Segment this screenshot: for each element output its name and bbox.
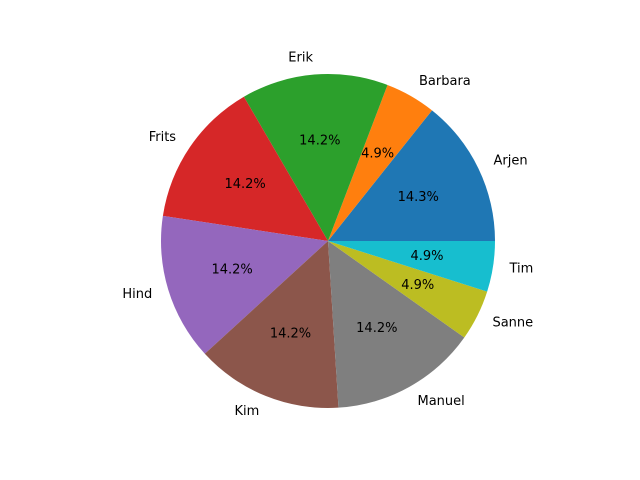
slice-percent-manuel: 14.2%	[356, 321, 397, 336]
slice-percent-sanne: 4.9%	[401, 278, 434, 293]
slice-label-frits: Frits	[149, 130, 177, 145]
slice-label-tim: Tim	[509, 262, 534, 277]
pie-slice-tim	[328, 241, 495, 292]
slice-percent-tim: 4.9%	[410, 249, 443, 264]
slice-label-manuel: Manuel	[418, 394, 465, 409]
pie-slice-erik	[243, 74, 388, 242]
slice-percent-barbara: 4.9%	[361, 146, 394, 161]
slice-label-arjen: Arjen	[493, 154, 527, 169]
pie-slice-hind	[161, 215, 328, 354]
pie-slice-arjen	[328, 110, 495, 242]
slice-label-hind: Hind	[122, 287, 152, 302]
slice-percent-hind: 14.2%	[211, 263, 252, 278]
slice-label-barbara: Barbara	[419, 74, 471, 89]
pie-slice-sanne	[328, 241, 488, 338]
slice-label-sanne: Sanne	[492, 315, 533, 330]
pie-slice-frits	[162, 96, 328, 241]
pie-slices	[161, 74, 495, 409]
slice-percent-frits: 14.2%	[224, 177, 265, 192]
slice-label-kim: Kim	[234, 404, 259, 419]
slice-label-erik: Erik	[288, 50, 313, 65]
slice-percent-kim: 14.2%	[270, 326, 311, 341]
pie-slice-manuel	[328, 241, 465, 408]
pie-slice-barbara	[328, 84, 433, 241]
slice-percent-arjen: 14.3%	[398, 190, 439, 205]
slice-percent-erik: 14.2%	[299, 134, 340, 149]
pie-labels: Arjen 14.3% Barbara 4.9% Erik 14.2% Frits 14.2%…	[122, 50, 533, 418]
pie-slice-kim	[204, 241, 339, 409]
